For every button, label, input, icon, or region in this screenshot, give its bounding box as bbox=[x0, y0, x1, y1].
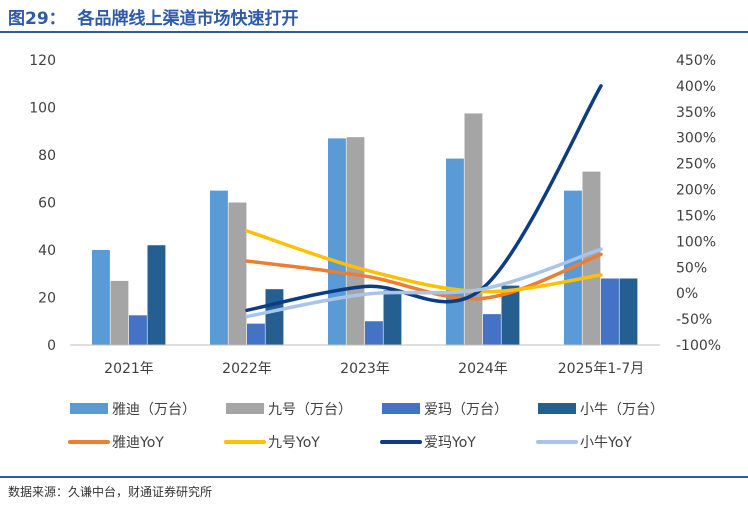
y-right-tick-label: 300% bbox=[676, 131, 716, 147]
y-right-tick-label: 100% bbox=[676, 234, 716, 250]
y-left-tick-label: 0 bbox=[47, 338, 56, 354]
bar bbox=[210, 191, 228, 345]
y-right-tick-label: -50% bbox=[676, 312, 712, 328]
legend-swatch-bar bbox=[382, 403, 420, 414]
legend-label: 小牛YoY bbox=[580, 435, 632, 451]
legend-swatch-bar bbox=[70, 403, 108, 414]
bar bbox=[384, 290, 402, 345]
legend-label: 小牛（万台） bbox=[580, 402, 664, 418]
y-right-tick-label: 0% bbox=[676, 286, 698, 302]
legend-swatch-bar bbox=[226, 403, 264, 414]
bar bbox=[247, 324, 265, 345]
y-right-tick-label: 150% bbox=[676, 208, 716, 224]
legend-swatch-bar bbox=[538, 403, 576, 414]
y-left-tick-label: 40 bbox=[38, 243, 56, 259]
y-left-tick-label: 60 bbox=[38, 196, 56, 212]
legend-layer: 雅迪（万台） 九号（万台） 爱玛（万台） 小牛（万台） 雅迪YoY 九号YoY 爱玛YoY 小… bbox=[70, 402, 664, 451]
legend-label: 九号（万台） bbox=[268, 402, 352, 418]
series-line bbox=[247, 231, 601, 292]
y-right-tick-label: 50% bbox=[676, 260, 707, 276]
y-right-tick-label: 250% bbox=[676, 157, 716, 173]
bar bbox=[347, 137, 365, 345]
x-tick-label: 2023年 bbox=[340, 361, 390, 377]
x-tick-label: 2024年 bbox=[458, 361, 508, 377]
bar bbox=[148, 245, 166, 345]
legend-label: 九号YoY bbox=[268, 435, 320, 451]
source-note: 数据来源：久谦中台，财通证券研究所 bbox=[8, 483, 212, 500]
y-right-tick-label: 200% bbox=[676, 183, 716, 199]
bar bbox=[328, 138, 346, 345]
y-left-tick-label: 120 bbox=[29, 53, 56, 69]
bar bbox=[229, 203, 247, 346]
bar bbox=[92, 250, 110, 345]
legend-label: 爱玛（万台） bbox=[424, 402, 508, 418]
bar bbox=[620, 279, 638, 346]
lines-layer bbox=[247, 86, 601, 317]
y-right-tick-label: -100% bbox=[676, 338, 721, 354]
bar bbox=[601, 279, 619, 346]
x-tick-label: 2022年 bbox=[222, 361, 272, 377]
legend-label: 雅迪（万台） bbox=[112, 402, 196, 418]
bar bbox=[365, 321, 383, 345]
y-right-tick-label: 400% bbox=[676, 79, 716, 95]
y-left-tick-label: 20 bbox=[38, 291, 56, 307]
y-left-tick-label: 100 bbox=[29, 101, 56, 117]
bar bbox=[111, 281, 129, 345]
x-tick-label: 2021年 bbox=[104, 361, 154, 377]
bar bbox=[266, 289, 284, 345]
bar bbox=[446, 159, 464, 345]
bar bbox=[483, 314, 501, 345]
y-right-tick-label: 350% bbox=[676, 105, 716, 121]
legend-label: 雅迪YoY bbox=[112, 435, 164, 451]
y-right-tick-label: 450% bbox=[676, 53, 716, 69]
bars-layer bbox=[92, 113, 637, 345]
x-tick-label: 2025年1-7月 bbox=[558, 361, 645, 377]
legend-label: 爱玛YoY bbox=[424, 435, 476, 451]
chart-svg: 0 20 40 60 80 100 120 -100% -50% 0% 50% 100% 150% 200… bbox=[0, 0, 748, 475]
y-left-tick-label: 80 bbox=[38, 148, 56, 164]
bar bbox=[129, 315, 147, 345]
bar bbox=[465, 113, 483, 345]
footer-rule bbox=[0, 476, 748, 478]
